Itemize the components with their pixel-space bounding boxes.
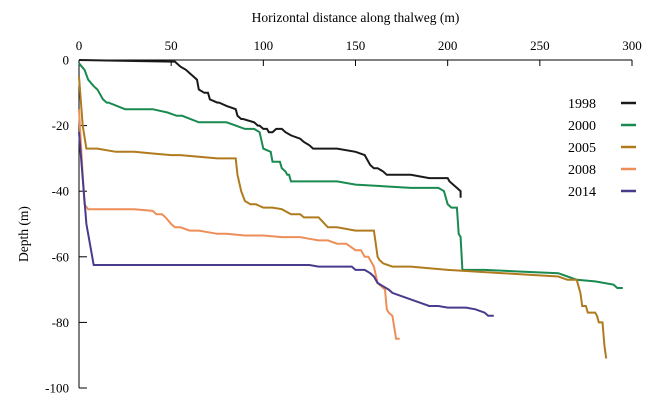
x-axis-title: Horizontal distance along thalweg (m) [252, 10, 460, 25]
y-tick-label: 0 [63, 53, 70, 68]
legend-item: 2000 [568, 119, 636, 134]
series-layer [78, 59, 623, 359]
y-tick-label: -40 [52, 184, 69, 199]
x-axis-ticks: 0 50 100 150 200 250 300 [76, 38, 642, 66]
legend-item: 2008 [568, 163, 636, 178]
legend-label: 2005 [568, 141, 596, 156]
x-tick-label: 50 [165, 38, 178, 53]
x-tick-label: 200 [438, 38, 458, 53]
legend-item: 2005 [568, 141, 636, 156]
series-line-2008 [78, 109, 400, 340]
y-tick-label: -60 [52, 249, 69, 264]
series-line-2000 [78, 62, 623, 289]
series-line-1998 [78, 59, 462, 198]
x-tick-label: 0 [76, 38, 83, 53]
x-tick-label: 150 [346, 38, 366, 53]
series-line-2014 [78, 132, 494, 317]
y-tick-label: -80 [52, 315, 69, 330]
plot-area: 0 50 100 150 200 250 300 0 -20 -40 -60 -80 -100 [45, 38, 642, 396]
legend-item: 1998 [568, 97, 636, 112]
y-tick-label: -20 [52, 118, 69, 133]
y-axis-title: Depth (m) [16, 206, 31, 262]
legend-label: 2014 [568, 185, 596, 200]
legend-label: 1998 [568, 97, 596, 112]
legend-label: 2008 [568, 163, 596, 178]
x-tick-label: 250 [530, 38, 550, 53]
series-line-2005 [78, 76, 608, 359]
x-tick-label: 100 [254, 38, 274, 53]
legend-label: 2000 [568, 119, 596, 134]
legend: 1998 2000 2005 2008 2014 [568, 97, 636, 200]
x-tick-label: 300 [622, 38, 642, 53]
y-tick-label: -100 [45, 381, 69, 396]
y-axis-ticks: 0 -20 -40 -60 -80 -100 [45, 53, 87, 396]
legend-item: 2014 [568, 185, 636, 200]
